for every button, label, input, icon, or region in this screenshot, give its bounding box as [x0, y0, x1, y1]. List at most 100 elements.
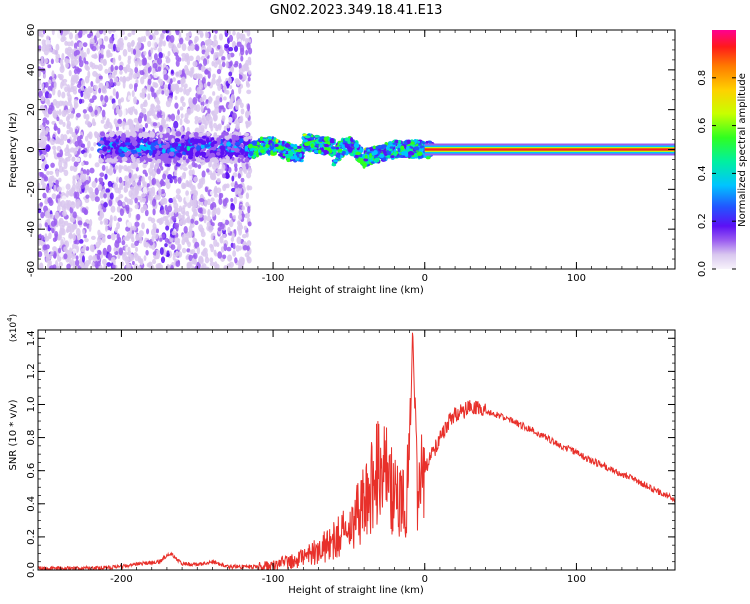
heatmap-cell: [114, 158, 118, 162]
heatmap-cell: [158, 217, 163, 226]
heatmap-cell: [100, 154, 105, 159]
heatmap-cell: [40, 95, 45, 102]
heatmap-cell: [58, 100, 63, 107]
heatmap-cell: [243, 132, 250, 137]
heatmap-cell: [152, 147, 156, 151]
heatmap-cell: [95, 44, 99, 51]
heatmap-cell: [197, 257, 204, 264]
heatmap-cell: [134, 73, 139, 78]
heatmap-y-axis-label: Frequency (Hz): [8, 112, 19, 188]
heatmap-cell: [169, 178, 173, 184]
heatmap-cell: [89, 38, 95, 45]
heatmap-cell: [88, 87, 94, 94]
heatmap-cell: [101, 237, 106, 243]
heatmap-cell: [77, 179, 82, 186]
heatmap-cell: [213, 39, 219, 47]
heatmap-cell: [210, 142, 215, 148]
heatmap-cell: [113, 146, 120, 150]
heatmap-cell: [153, 72, 159, 79]
heatmap-cell: [116, 43, 121, 52]
heatmap-cell: [94, 187, 99, 196]
heatmap-cell: [297, 145, 302, 149]
heatmap-cell: [284, 143, 291, 148]
heatmap-cell: [138, 230, 144, 237]
heatmap-cell: [237, 131, 242, 138]
heatmap-cell: [103, 193, 107, 199]
heatmap-cell: [47, 43, 52, 49]
heatmap-cell: [405, 146, 409, 151]
heatmap-cell: [85, 194, 90, 199]
heatmap-cell: [238, 259, 243, 267]
heatmap-cell: [168, 97, 173, 104]
heatmap-cell: [152, 34, 156, 41]
heatmap-cell: [176, 42, 182, 49]
heatmap-cell: [73, 42, 78, 50]
heatmap-cell: [81, 79, 85, 87]
heatmap-cell: [323, 136, 329, 142]
y-tick-label: 0: [26, 146, 37, 152]
heatmap-cell: [124, 256, 130, 265]
heatmap-cell: [237, 157, 241, 164]
heatmap-cell: [113, 33, 118, 40]
heatmap-cell: [85, 246, 90, 251]
heatmap-cell: [185, 190, 189, 197]
heatmap-cell: [359, 148, 363, 154]
heatmap-cell: [246, 240, 252, 247]
heatmap-cell: [63, 253, 68, 260]
heatmap-cell: [393, 151, 398, 157]
heatmap-cell: [338, 148, 343, 152]
y-tick-label: 60: [26, 24, 37, 37]
heatmap-cell: [38, 223, 42, 229]
heatmap-cell: [167, 205, 173, 213]
heatmap-cell: [93, 84, 98, 91]
heatmap-cell: [331, 163, 337, 167]
heatmap-cell: [46, 133, 51, 142]
heatmap-cell: [101, 88, 106, 94]
heatmap-cell: [138, 59, 143, 67]
heatmap-cell: [205, 49, 210, 57]
heatmap-cell: [153, 30, 159, 36]
heatmap-cell: [231, 112, 238, 120]
heatmap-cell: [55, 169, 60, 178]
heatmap-cell: [186, 108, 192, 116]
heatmap-cell: [185, 88, 190, 96]
heatmap-cell: [86, 168, 90, 176]
heatmap-cell: [148, 193, 152, 201]
heatmap-cell: [134, 240, 139, 247]
heatmap-cell: [50, 58, 54, 65]
heatmap-cell: [140, 36, 144, 43]
heatmap-cell: [234, 188, 239, 195]
heatmap-cell: [131, 30, 136, 35]
heatmap-cell: [353, 143, 360, 149]
heatmap-cell: [177, 152, 182, 158]
heatmap-cell: [177, 176, 182, 184]
heatmap-cell: [75, 259, 80, 267]
heatmap-cell: [153, 114, 157, 119]
heatmap-cell: [67, 100, 72, 107]
heatmap-cell: [175, 89, 180, 94]
heatmap-cell: [130, 68, 134, 76]
heatmap-cell: [213, 61, 218, 68]
heatmap-cell: [314, 135, 319, 138]
heatmap-cell: [393, 149, 397, 152]
heatmap-cell: [70, 58, 75, 64]
heatmap-cell: [99, 172, 105, 178]
heatmap-cell: [157, 66, 162, 72]
heatmap-cell: [286, 158, 291, 163]
heatmap-cell: [62, 121, 66, 127]
heatmap-cell: [233, 45, 239, 52]
heatmap-cell: [226, 246, 232, 252]
heatmap-cell: [265, 143, 270, 149]
heatmap-cell: [174, 102, 179, 109]
heatmap-cell: [164, 89, 170, 97]
heatmap-cell: [65, 183, 71, 190]
heatmap-cell: [232, 30, 236, 36]
heatmap-cell: [240, 177, 245, 183]
heatmap-cell: [59, 58, 64, 67]
heatmap-cell: [53, 252, 57, 259]
heatmap-cell: [221, 56, 226, 61]
heatmap-cell: [163, 84, 169, 89]
heatmap-cell: [143, 138, 148, 144]
heatmap-cell: [168, 197, 174, 203]
